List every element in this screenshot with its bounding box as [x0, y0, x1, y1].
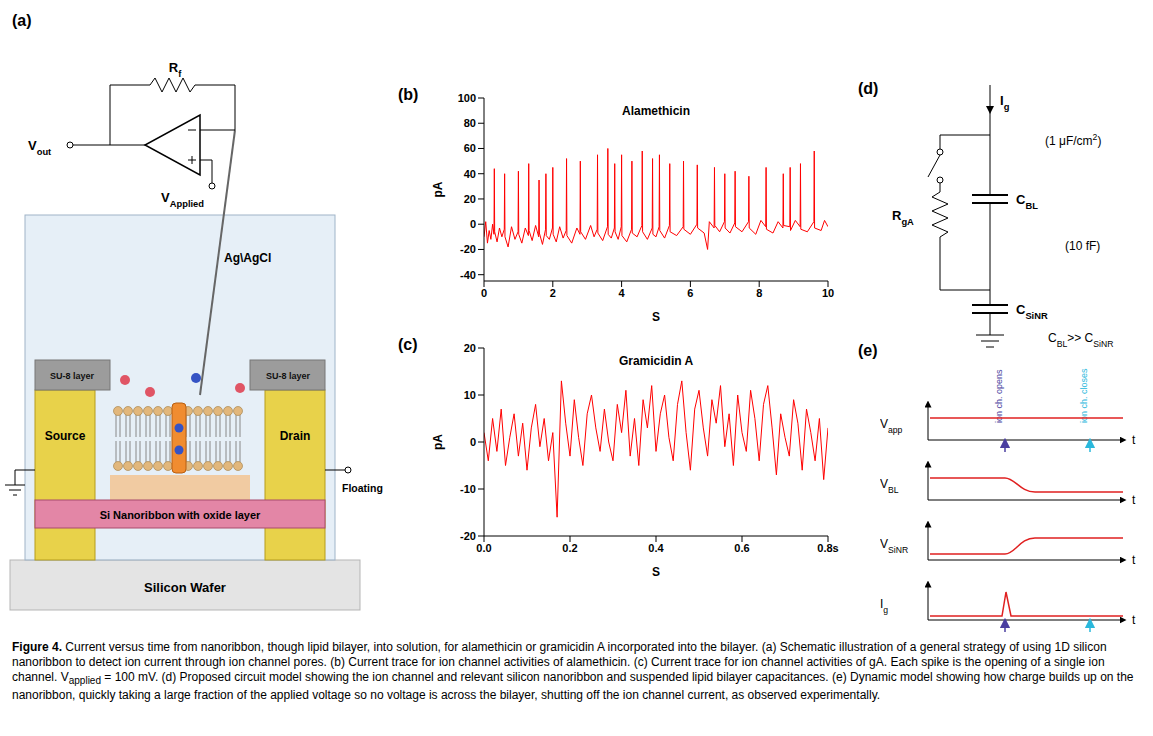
html-text:(a): (a)	[12, 12, 32, 29]
svg-text:(1 μF/cm2): (1 μF/cm2)	[1045, 132, 1101, 148]
html-text:Gramicidin A: Gramicidin A	[618, 354, 694, 368]
svg-text:S: S	[652, 310, 660, 324]
svg-text:Source: Source	[45, 429, 86, 443]
svg-text:S: S	[652, 565, 660, 579]
svg-text:t: t	[1132, 553, 1136, 567]
svg-text:t: t	[1132, 433, 1136, 447]
html-text:(d): (d)	[858, 80, 879, 97]
svg-text:SU-8 layer: SU-8 layer	[50, 371, 95, 381]
svg-text:Ig: Ig	[1000, 93, 1010, 112]
svg-text:-20: -20	[460, 530, 476, 542]
svg-text:t: t	[1132, 613, 1136, 627]
svg-text:pA: pA	[431, 181, 445, 197]
svg-text:ion ch. opens: ion ch. opens	[994, 369, 1004, 423]
svg-text:60: 60	[464, 142, 476, 154]
html-text:(c): (c)	[398, 336, 418, 353]
svg-text:0.4: 0.4	[648, 542, 664, 554]
svg-text:VBL: VBL	[880, 477, 899, 495]
svg-text:0.0: 0.0	[476, 542, 491, 554]
html-text:(e): (e)	[858, 342, 878, 359]
svg-text:0: 0	[470, 218, 476, 230]
html-text:Alamethicin: Alamethicin	[622, 104, 690, 118]
svg-text:Ag\AgCl: Ag\AgCl	[224, 251, 271, 265]
svg-text:VSiNR: VSiNR	[880, 537, 908, 555]
svg-text:0.6: 0.6	[734, 542, 749, 554]
svg-text:0: 0	[470, 436, 476, 448]
svg-text:VApplied: VApplied	[161, 190, 204, 209]
svg-text:0.2: 0.2	[562, 542, 577, 554]
svg-text:2: 2	[550, 287, 556, 299]
svg-text:Vout: Vout	[28, 138, 51, 157]
svg-text:6: 6	[687, 287, 693, 299]
svg-text:-40: -40	[460, 269, 476, 281]
svg-text:ion ch. closes: ion ch. closes	[1079, 368, 1089, 423]
svg-text:4: 4	[619, 287, 626, 299]
svg-text:80: 80	[464, 117, 476, 129]
svg-text:RgA: RgA	[892, 208, 914, 227]
svg-text:Floating: Floating	[342, 482, 383, 494]
html-text:(b): (b)	[398, 86, 419, 103]
svg-text:pA: pA	[431, 434, 445, 450]
svg-text:Si Nanoribbon with oxide layer: Si Nanoribbon with oxide layer	[100, 509, 261, 521]
svg-text:8: 8	[756, 287, 762, 299]
html-text:Figure 4. Current versus time: Figure 4. Current versus time from nanor…	[12, 640, 1134, 703]
svg-text:10: 10	[464, 389, 476, 401]
svg-text:20: 20	[464, 342, 476, 354]
svg-text:(10 fF): (10 fF)	[1065, 239, 1100, 253]
svg-text:-10: -10	[460, 483, 476, 495]
svg-text:100: 100	[458, 92, 476, 104]
svg-text:0.8s: 0.8s	[817, 542, 838, 554]
svg-text:CBL: CBL	[1016, 192, 1038, 211]
svg-text:-20: -20	[460, 243, 476, 255]
svg-text:0: 0	[481, 287, 487, 299]
svg-text:CSiNR: CSiNR	[1016, 302, 1048, 321]
svg-text:Ig: Ig	[880, 597, 888, 615]
svg-text:20: 20	[464, 193, 476, 205]
svg-text:10: 10	[822, 287, 834, 299]
svg-text:Silicon Wafer: Silicon Wafer	[144, 580, 226, 595]
svg-text:Rf: Rf	[169, 60, 182, 79]
svg-text:CBL>> CSiNR: CBL>> CSiNR	[1048, 331, 1113, 349]
svg-text:Drain: Drain	[280, 429, 311, 443]
svg-text:SU-8 layer: SU-8 layer	[266, 371, 311, 381]
svg-text:Vapp: Vapp	[880, 417, 903, 435]
svg-text:t: t	[1132, 493, 1136, 507]
svg-text:40: 40	[464, 168, 476, 180]
